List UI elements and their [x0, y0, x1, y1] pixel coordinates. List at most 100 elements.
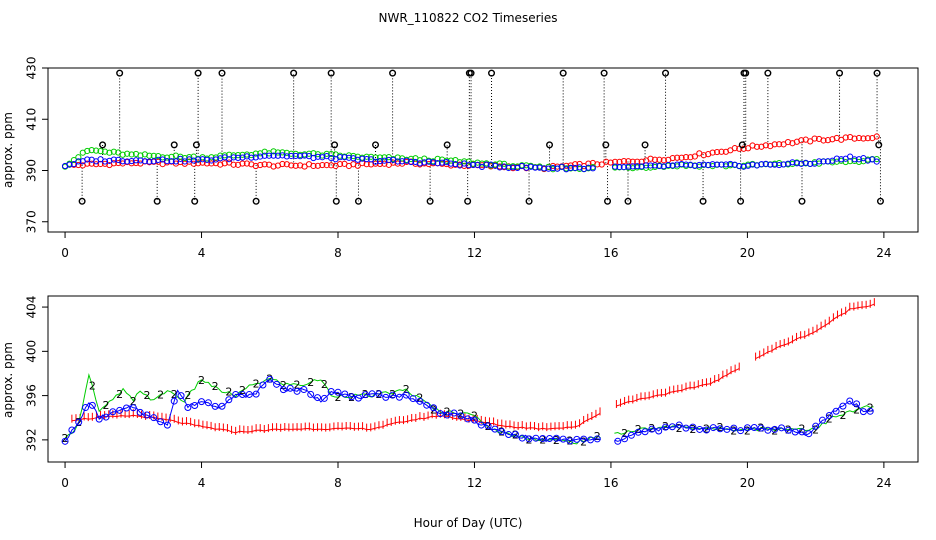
bottom-series-3-circle [791, 428, 799, 436]
top-green-point [172, 152, 180, 159]
top-green-point [75, 154, 82, 161]
top-red-point [647, 155, 654, 162]
top-y-tick-label: 370 [25, 210, 39, 233]
bottom-series-2-label: 2 [621, 427, 628, 440]
bottom-series-2-label: 2 [157, 388, 164, 401]
bottom-series-2-label: 2 [662, 420, 669, 433]
top-plot-area [61, 69, 884, 205]
bottom-y-tick-label: 396 [25, 384, 39, 407]
top-blue-point [341, 154, 348, 161]
top-blue-point [354, 156, 361, 163]
bottom-series-3-circle [614, 437, 622, 445]
bottom-series-3-circle [225, 396, 233, 404]
top-blue-point [483, 161, 490, 168]
bottom-series-3-circle [675, 421, 683, 429]
bottom-x-tick-label: 4 [198, 476, 206, 490]
top-blue-point [208, 157, 215, 164]
top-blue-point [815, 158, 823, 165]
top-red-point [314, 162, 321, 169]
top-blue-point [532, 164, 539, 171]
top-red-point [195, 160, 202, 167]
top-blue-point [771, 161, 778, 168]
top-red-point [252, 162, 259, 170]
bottom-series-3-circle [334, 388, 342, 396]
top-blue-point [66, 161, 73, 168]
top-blue-point [230, 154, 237, 161]
top-blue-point [274, 152, 282, 159]
top-blue-point [195, 156, 202, 163]
top-blue-point [407, 158, 415, 166]
top-red-point [390, 159, 397, 166]
top-green-point [243, 151, 251, 158]
top-red-point [682, 154, 690, 161]
bottom-series-3-circle [75, 418, 83, 426]
bottom-series-3-circle [184, 404, 192, 412]
bottom-x-tick-label: 16 [603, 476, 618, 490]
bottom-series-3-circle [668, 423, 676, 431]
bottom-series-3-circle [375, 390, 383, 398]
top-black-point [873, 69, 881, 77]
top-blue-point [128, 157, 135, 165]
top-green-point [873, 155, 880, 163]
bottom-series-2-label: 2 [184, 389, 191, 402]
bottom-series-3-circle [757, 424, 765, 432]
bottom-series-3-circle [655, 427, 663, 435]
top-blue-point [665, 161, 672, 169]
bottom-series-2-label: 2 [812, 424, 819, 437]
bottom-series-3-circle [211, 402, 219, 410]
top-red-point [731, 145, 738, 152]
bottom-series-3-circle [634, 428, 642, 436]
top-blue-point [465, 162, 472, 169]
bottom-series-2-label: 2 [321, 378, 328, 391]
top-red-point [283, 161, 290, 168]
top-blue-point [172, 158, 180, 165]
top-blue-point [203, 156, 211, 163]
bottom-series-3-circle [491, 425, 499, 433]
top-green-point [323, 150, 330, 157]
bottom-series-3-circle [505, 431, 513, 439]
top-red-point [762, 142, 769, 149]
top-green-point [128, 151, 135, 158]
bottom-series-2-label: 2 [771, 425, 778, 438]
top-black-point [252, 197, 260, 205]
bottom-series-3-circle [354, 394, 362, 402]
top-blue-point [297, 153, 304, 160]
top-red-point [855, 134, 863, 142]
top-blue-point [851, 156, 858, 163]
bottom-series-3-circle [300, 386, 308, 394]
top-black-point [662, 69, 670, 77]
top-red-point [257, 161, 264, 169]
top-green-point [270, 148, 277, 155]
top-black-point [192, 141, 200, 149]
top-blue-point [762, 160, 769, 167]
top-red-point [607, 159, 614, 166]
top-blue-point [696, 161, 703, 169]
top-red-point [776, 141, 783, 148]
top-red-point [221, 160, 228, 167]
top-panel: 0 4 8 12 16 20 24 370 390 410 430 approx. ppm [1, 57, 919, 260]
bottom-x-tick-label: 20 [740, 476, 755, 490]
top-blue-point [394, 158, 401, 165]
top-blue-point [651, 162, 659, 169]
top-blue-point [656, 162, 663, 170]
top-blue-point [301, 152, 308, 159]
top-red-point [279, 160, 286, 168]
bottom-series-3-circle [218, 402, 226, 410]
bottom-series-3-circle [539, 435, 547, 443]
top-blue-point [146, 158, 153, 165]
top-x-tick-label: 8 [334, 246, 342, 260]
top-y-tick-label: 410 [25, 108, 39, 131]
bottom-series-3-circle [784, 426, 792, 434]
bottom-series-3-circle [818, 416, 826, 424]
top-green-point [376, 154, 384, 161]
top-black-point [464, 197, 472, 205]
top-blue-point [345, 154, 353, 161]
bottom-series-3-circle [382, 393, 390, 401]
top-x-tick-label: 16 [603, 246, 618, 260]
bottom-series-3-circle [593, 435, 601, 443]
top-green-point [124, 150, 131, 157]
bottom-series-3-circle [716, 425, 724, 433]
top-red-point [807, 138, 814, 145]
bottom-series-2-label: 2 [703, 422, 710, 435]
top-red-point [598, 161, 605, 168]
